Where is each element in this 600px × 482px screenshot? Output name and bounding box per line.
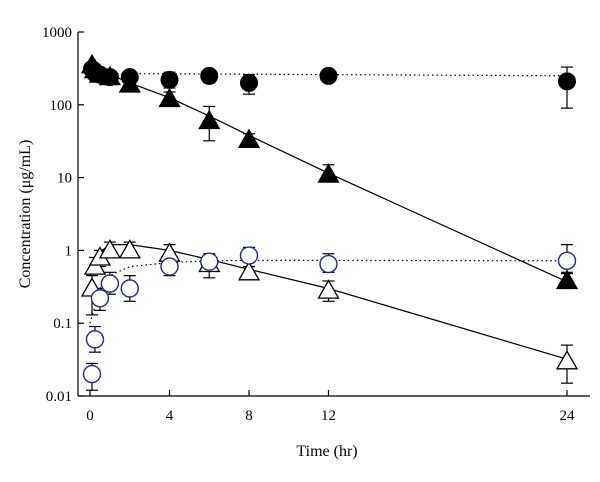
y-tick-label: 100 <box>50 98 73 114</box>
data-point-filled-triangle <box>98 65 122 86</box>
error-bars <box>85 61 573 391</box>
y-tick-label: 0.01 <box>46 389 72 405</box>
data-point-filled-triangle <box>158 87 181 108</box>
data-point-filled-triangle <box>555 269 579 290</box>
data-point-filled-circle <box>200 66 219 85</box>
x-tick-label: 8 <box>245 408 253 424</box>
data-point-filled-triangle <box>118 73 141 93</box>
data-point-filled-triangle <box>237 128 261 149</box>
y-axis-title: Concentration (μg/mL) <box>17 140 34 289</box>
data-point-filled-triangle <box>317 163 340 183</box>
axes <box>77 32 590 397</box>
data-point-open-circle <box>100 274 120 293</box>
data-point-open-circle <box>90 289 110 308</box>
data-point-open-circle <box>200 252 219 271</box>
data-point-open-circle <box>160 257 179 276</box>
x-tick-label: 24 <box>560 408 576 424</box>
ticks: 0.01 0.1 1 10 100 1000 0 4 8 12 24 <box>42 25 575 424</box>
data-point-filled-triangle <box>198 109 221 130</box>
x-axis-title: Time (hr) <box>296 443 357 460</box>
data-point-open-circle <box>85 330 105 349</box>
data-point-open-circle <box>239 246 259 265</box>
data-point-open-triangle <box>317 279 340 299</box>
data-point-filled-circle <box>558 72 576 91</box>
y-tick-label: 10 <box>57 171 72 187</box>
x-tick-label: 12 <box>321 408 336 424</box>
data-point-open-triangle <box>118 239 141 259</box>
data-point-open-circle <box>82 364 102 384</box>
data-point-open-triangle <box>555 349 579 370</box>
data-point-filled-circle <box>319 66 338 85</box>
data-point-filled-circle <box>240 73 258 92</box>
data-point-open-circle <box>120 279 139 298</box>
y-tick-label: 1000 <box>42 25 72 41</box>
data-point-open-circle <box>557 251 577 270</box>
y-tick-label: 1 <box>65 243 73 259</box>
x-tick-label: 0 <box>86 408 94 424</box>
x-tick-label: 4 <box>166 408 174 424</box>
data-point-open-circle <box>319 254 338 274</box>
y-tick-label: 0.1 <box>53 316 72 332</box>
data-point-open-triangle <box>98 239 122 259</box>
data-point-filled-circle <box>160 70 179 89</box>
data-point-open-triangle <box>237 260 261 281</box>
fit-lines <box>89 65 568 360</box>
data-markers <box>80 53 579 384</box>
